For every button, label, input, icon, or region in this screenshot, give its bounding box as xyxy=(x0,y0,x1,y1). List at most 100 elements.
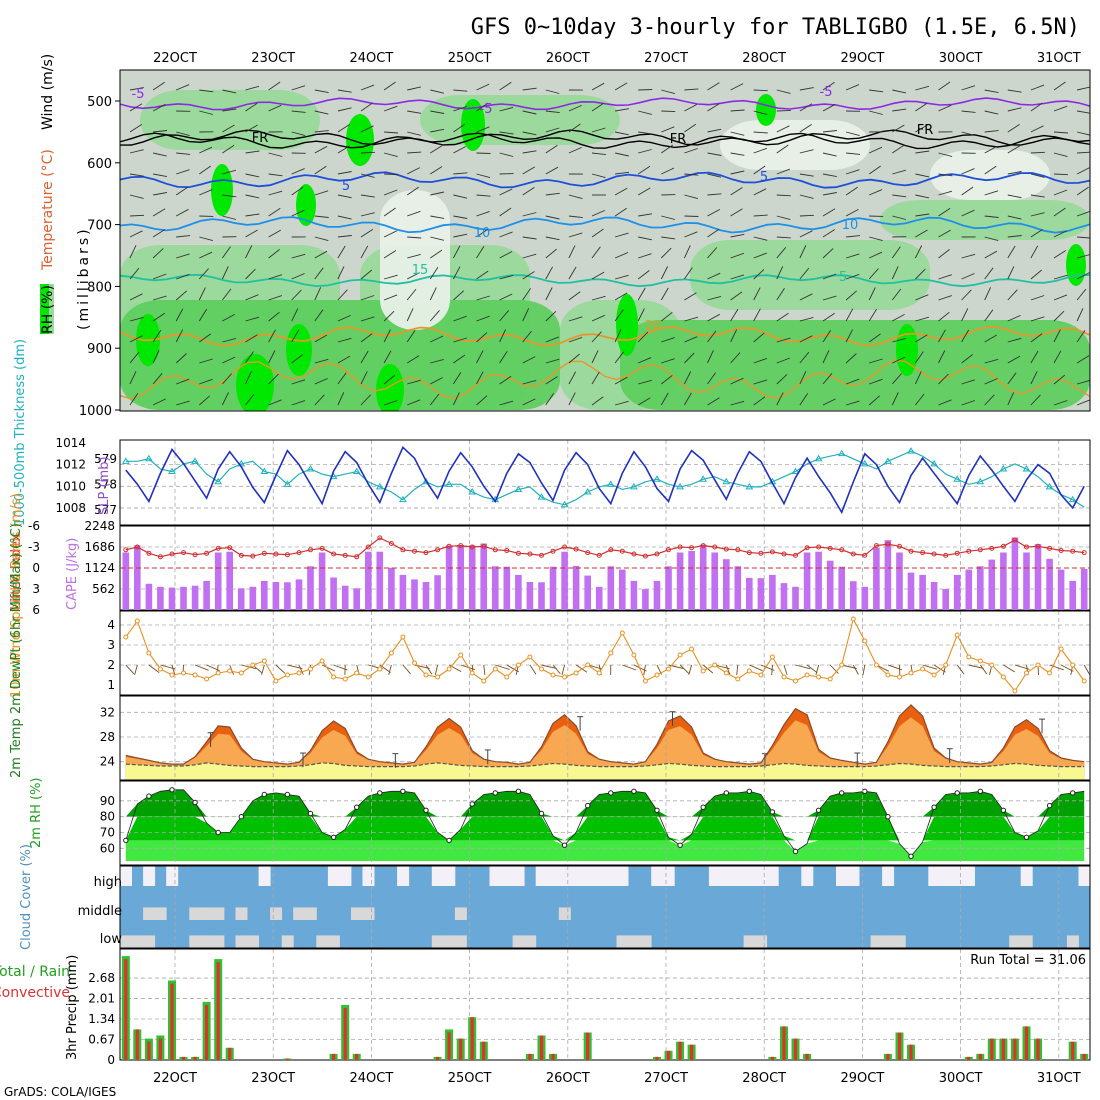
thickness-point xyxy=(468,488,477,495)
wind10-speed-point xyxy=(897,674,902,680)
upper-wind-barb xyxy=(661,375,673,385)
upper-wind-barb xyxy=(360,245,369,259)
upper-wind-barb xyxy=(869,236,883,242)
wind10-speed-point xyxy=(712,662,718,668)
rh-bright-6 xyxy=(616,294,638,356)
upper-wind-barb xyxy=(545,336,559,343)
wind10-speed-point xyxy=(123,634,129,640)
upper-wind-barb xyxy=(799,194,814,199)
cape-bar xyxy=(850,581,857,610)
date-axis-bottom: 22OCT 23OCT 24OCT 25OCT 26OCT 27OCT 28OCT 29OCT… xyxy=(153,1071,1081,1086)
temp2m-axis-label: 2m Temp 2m DewPt (6hr Min/Max) (°C) xyxy=(9,523,24,778)
isotherm-label-10: 15 xyxy=(412,263,429,278)
cloud-middle-cell xyxy=(454,907,467,920)
wind10-speed-point xyxy=(758,672,764,678)
lifted-point xyxy=(573,546,579,552)
upper-wind-barb xyxy=(453,215,468,219)
date-tick-top: 28OCT xyxy=(742,51,786,66)
upper-wind-barb xyxy=(1053,400,1068,406)
upper-wind-barb xyxy=(961,379,976,385)
upper-wind-barb xyxy=(638,149,652,154)
lifted-tick-label: 0 xyxy=(32,561,40,575)
precip-convective-bar xyxy=(1024,1026,1029,1060)
upper-wind-barb xyxy=(430,110,445,114)
upper-wind-barb xyxy=(845,290,857,301)
cape-bar xyxy=(676,552,684,610)
upper-wind-barb xyxy=(984,358,999,364)
wind10-barb xyxy=(483,664,486,676)
upper-wind-barb xyxy=(129,173,144,177)
upper-wind-barb xyxy=(407,110,422,114)
upper-wind-barb xyxy=(1007,337,1022,343)
rh-region-8 xyxy=(880,200,1090,240)
upper-wind-barb xyxy=(661,358,675,364)
upper-wind-barb xyxy=(407,131,421,136)
upper-wind-barb xyxy=(776,247,787,259)
wind10-speed-point xyxy=(377,666,383,672)
upper-wind-barb xyxy=(684,292,697,301)
thickness-point xyxy=(537,493,546,500)
cape-bar xyxy=(584,575,591,610)
wind10-speed-point xyxy=(1058,646,1064,652)
rh2m-point xyxy=(146,793,152,799)
upper-wind-barb xyxy=(568,291,581,301)
rh2m-point xyxy=(1023,834,1030,840)
lifted-point xyxy=(284,552,290,558)
lifted-point xyxy=(562,544,568,550)
cloud-middle-cell xyxy=(200,907,213,920)
upper-wind-barb xyxy=(360,371,368,385)
rh2m-point xyxy=(123,837,129,844)
upper-wind-barb xyxy=(822,81,835,91)
upper-wind-barb xyxy=(1007,124,1020,133)
upper-wind-barb xyxy=(453,290,465,301)
cape-bar xyxy=(145,583,153,610)
upper-wind-barb xyxy=(914,245,923,259)
lifted-point xyxy=(238,552,244,558)
wind10-speed-point xyxy=(608,650,614,656)
slp-tick-label: 1014 xyxy=(55,436,86,450)
upper-wind-barb xyxy=(545,376,558,385)
cape-bar xyxy=(988,559,996,610)
precip-convective-bar xyxy=(147,1041,151,1060)
upper-wind-barb xyxy=(1007,215,1022,220)
wind10-speed-point xyxy=(769,654,775,660)
cape-bar xyxy=(734,566,742,610)
cloud-frame xyxy=(119,865,1091,949)
thickness-point xyxy=(260,467,269,475)
upper-wind-barb xyxy=(845,186,858,196)
upper-wind-barb xyxy=(753,357,768,364)
upper-wind-barb xyxy=(360,173,375,178)
upper-wind-barb xyxy=(730,187,743,196)
cape-bar xyxy=(549,566,557,610)
upper-wind-barb xyxy=(822,350,830,364)
cloud-low-cell xyxy=(628,935,641,948)
upper-wind-barb xyxy=(545,266,553,280)
temp-fill xyxy=(125,717,1085,780)
upper-wind-barb xyxy=(984,287,992,301)
upper-wind-barb xyxy=(522,187,535,196)
lifted-point xyxy=(585,550,591,556)
upper-wind-barb xyxy=(591,271,605,280)
pressure-tick-label: 700 xyxy=(87,219,112,234)
lifted-point xyxy=(666,547,671,553)
wind10-speed-point xyxy=(873,662,879,668)
upper-wind-barb xyxy=(429,310,440,322)
thickness-point xyxy=(629,482,638,490)
upper-wind-barb xyxy=(152,152,167,157)
upper-wind-barb xyxy=(684,148,698,154)
cloud-low-cell xyxy=(893,935,906,948)
precip-convective-bar xyxy=(539,1035,544,1060)
cape-bar xyxy=(572,565,580,610)
upper-wind-barb xyxy=(591,152,606,156)
upper-wind-barb xyxy=(707,272,721,280)
upper-wind-barb xyxy=(337,124,350,133)
lifted-point xyxy=(746,550,752,556)
wind10-speed-point xyxy=(642,678,648,684)
upper-wind-barb xyxy=(452,392,460,406)
cape-bar xyxy=(249,586,257,610)
thickness-line xyxy=(125,450,1085,508)
upper-wind-barb xyxy=(199,236,213,242)
wind10-barb xyxy=(434,664,438,675)
upper-wind-barb xyxy=(637,187,651,196)
cloud-high-cell xyxy=(801,866,814,886)
